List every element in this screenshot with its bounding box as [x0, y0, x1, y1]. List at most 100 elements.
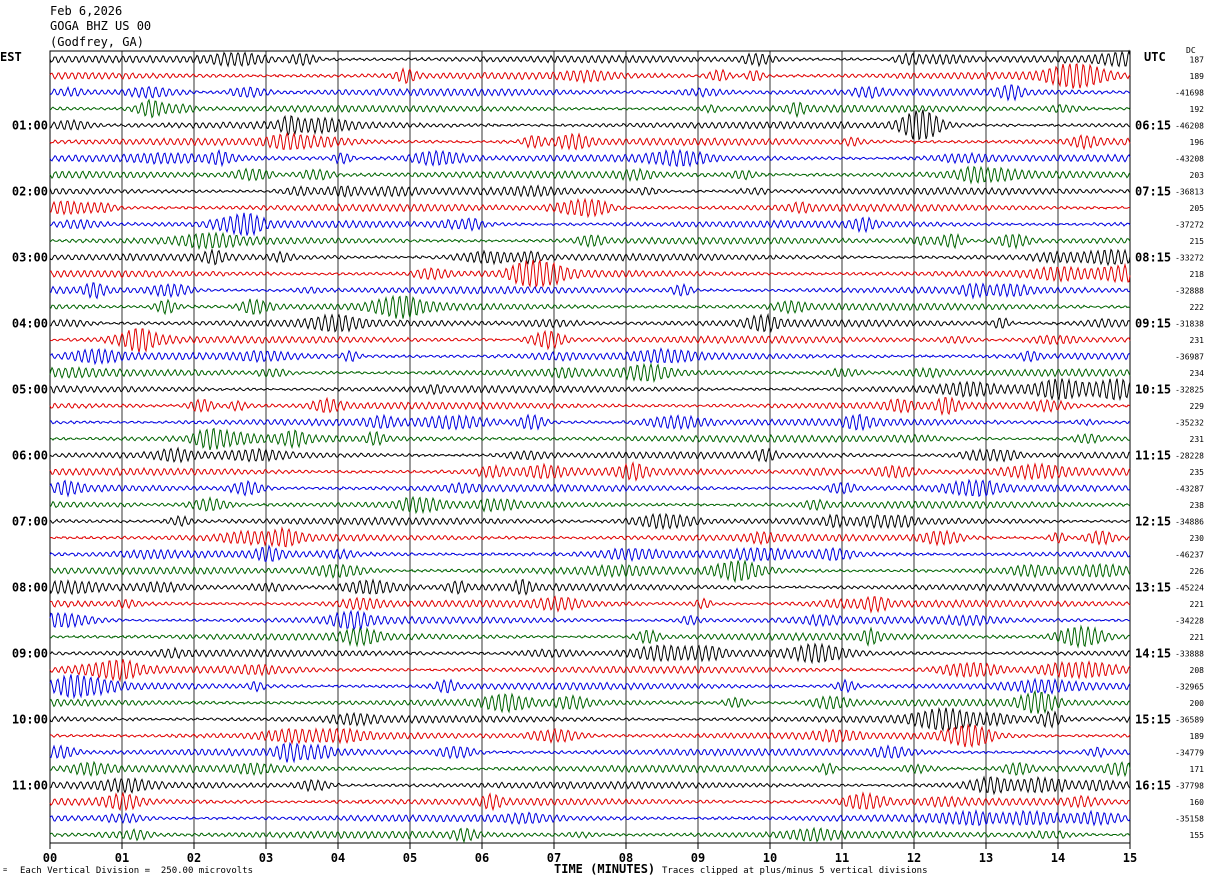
- x-tick-label: 00: [43, 851, 57, 865]
- seismic-trace: [49, 791, 1131, 812]
- scale-note: Each Vertical Division = 250.00 microvol…: [20, 866, 253, 876]
- seismic-trace: [49, 760, 1131, 778]
- dc-offset-label: 208: [1190, 666, 1205, 675]
- station-label: GOGA BHZ US 00: [50, 19, 152, 33]
- seismic-trace: [49, 674, 1131, 700]
- dc-offset-label: -28228: [1175, 451, 1204, 460]
- seismic-trace: [49, 826, 1131, 844]
- seismic-trace: [49, 197, 1131, 219]
- dc-offset-label: -46237: [1175, 550, 1204, 559]
- seismic-trace: [49, 109, 1131, 141]
- dc-offset-label: -32965: [1175, 682, 1204, 691]
- dc-offset-label: -36987: [1175, 352, 1204, 361]
- seismic-trace: [49, 478, 1131, 498]
- x-tick-label: 08: [619, 851, 633, 865]
- seismic-trace: [49, 362, 1131, 383]
- utc-hour-label: 10:15: [1135, 382, 1171, 396]
- x-tick-label: 11: [835, 851, 849, 865]
- dc-offset-label: -37272: [1175, 220, 1204, 229]
- dc-offset-label: -34779: [1175, 748, 1204, 757]
- dc-offset-label: 234: [1190, 369, 1205, 378]
- dc-offset-label: 200: [1190, 699, 1205, 708]
- dc-offset-label: -41698: [1175, 88, 1204, 97]
- dc-offset-label: 231: [1190, 435, 1205, 444]
- dc-offset-label: 230: [1190, 534, 1205, 543]
- est-hour-label: 06:00: [12, 448, 48, 462]
- utc-hour-label: 09:15: [1135, 316, 1171, 330]
- seismic-trace: [49, 461, 1131, 482]
- dc-offset-label: -34886: [1175, 517, 1204, 526]
- x-tick-label: 10: [763, 851, 777, 865]
- dc-offset-label: 192: [1190, 105, 1205, 114]
- dc-offset-label: 196: [1190, 138, 1205, 147]
- seismic-trace: [49, 544, 1131, 563]
- dc-offset-label: 187: [1190, 55, 1205, 64]
- seismic-trace: [49, 49, 1131, 68]
- dc-offset-label: 205: [1190, 204, 1205, 213]
- dc-offset-label: -46208: [1175, 121, 1204, 130]
- seismic-trace: [49, 98, 1131, 119]
- dc-offset-label: 189: [1190, 72, 1205, 81]
- seismic-trace: [49, 258, 1131, 288]
- seismic-trace: [49, 377, 1131, 401]
- seismic-trace: [49, 624, 1131, 649]
- dc-offset-label: -33272: [1175, 253, 1204, 262]
- seismic-trace: [49, 706, 1131, 732]
- dc-offset-label: 229: [1190, 402, 1205, 411]
- x-tick-label: 06: [475, 851, 489, 865]
- dc-offset-label: 221: [1190, 600, 1205, 609]
- seismic-trace: [49, 165, 1131, 185]
- dc-offset-label: 171: [1190, 765, 1205, 774]
- x-tick-label: 14: [1051, 851, 1065, 865]
- est-hour-label: 09:00: [12, 646, 48, 660]
- seismic-trace: [49, 559, 1131, 584]
- seismic-trace: [49, 642, 1131, 665]
- seismic-trace: [49, 184, 1131, 198]
- est-hour-label: 01:00: [12, 118, 48, 132]
- date-label: Feb 6,2026: [50, 4, 123, 18]
- est-axis-title: EST: [0, 50, 22, 64]
- utc-hour-label: 16:15: [1135, 778, 1171, 792]
- dc-offset-label: -33888: [1175, 649, 1204, 658]
- dc-offset-label: 189: [1190, 732, 1205, 741]
- dc-offset-label: 218: [1190, 270, 1205, 279]
- seismic-trace: [49, 809, 1131, 827]
- dc-offset-label: -31838: [1175, 319, 1204, 328]
- x-tick-label: 02: [187, 851, 201, 865]
- x-axis-label: TIME (MINUTES): [554, 862, 656, 876]
- seismic-trace: [49, 427, 1131, 451]
- seismic-trace: [49, 328, 1131, 353]
- seismic-trace: [49, 689, 1131, 715]
- dc-offset-label: 238: [1190, 501, 1205, 510]
- x-tick-label: 13: [979, 851, 993, 865]
- dc-offset-label: 221: [1190, 633, 1205, 642]
- x-tick-label: 07: [547, 851, 561, 865]
- dc-title: DC: [1186, 46, 1196, 55]
- dc-offset-label: -36589: [1175, 715, 1204, 724]
- seismic-trace: [49, 659, 1131, 683]
- est-hour-label: 08:00: [12, 580, 48, 594]
- est-hour-label: 02:00: [12, 184, 48, 198]
- seismic-trace: [49, 294, 1131, 319]
- seismic-trace: [49, 132, 1131, 151]
- x-tick-label: 04: [331, 851, 345, 865]
- seismic-trace: [49, 741, 1131, 764]
- seismic-trace: [49, 512, 1130, 531]
- dc-offset-label: -45224: [1175, 583, 1204, 592]
- dc-offset-label: 155: [1190, 831, 1205, 840]
- scale-mark: =: [3, 866, 8, 874]
- location-label: (Godfrey, GA): [50, 35, 144, 49]
- seismic-trace: [49, 347, 1131, 366]
- utc-hour-label: 07:15: [1135, 184, 1171, 198]
- seismic-trace: [49, 247, 1131, 267]
- x-tick-label: 05: [403, 851, 417, 865]
- utc-hour-label: 08:15: [1135, 250, 1171, 264]
- utc-hour-label: 14:15: [1135, 646, 1171, 660]
- dc-offset-label: 215: [1190, 237, 1205, 246]
- dc-offset-label: -43287: [1175, 484, 1204, 493]
- utc-hour-label: 13:15: [1135, 580, 1171, 594]
- seismic-trace: [49, 609, 1131, 631]
- utc-hour-label: 06:15: [1135, 118, 1171, 132]
- est-hour-label: 03:00: [12, 250, 48, 264]
- x-tick-label: 03: [259, 851, 273, 865]
